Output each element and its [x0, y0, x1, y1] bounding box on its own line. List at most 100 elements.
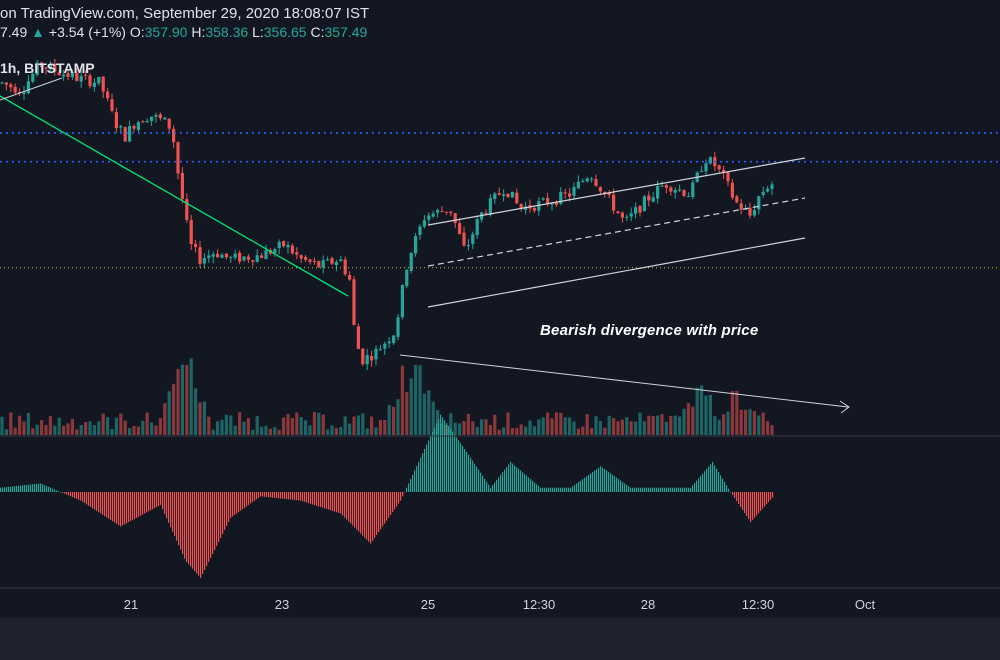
oscillator-bar [370, 492, 372, 544]
candle-body [198, 247, 202, 264]
oscillator-bar [768, 492, 770, 502]
oscillator-bar [50, 487, 52, 492]
volume-bar [255, 416, 259, 435]
candle-body [53, 63, 57, 72]
oscillator-bar [720, 475, 722, 492]
volume-bar [220, 419, 224, 435]
oscillator-bar [638, 487, 640, 492]
candle-body [506, 193, 510, 197]
candle-body [40, 62, 44, 68]
volume-bar [515, 427, 519, 435]
volume-bar [546, 412, 550, 435]
oscillator-bar [408, 483, 410, 492]
oscillator-bar [496, 479, 498, 492]
oscillator-bar [506, 467, 508, 492]
volume-bar [172, 383, 176, 435]
oscillator-bar [96, 492, 98, 511]
oscillator-bar [88, 492, 90, 506]
volume-bar [299, 417, 303, 435]
oscillator-bar [490, 487, 492, 492]
oscillator-bar [420, 457, 422, 492]
oscillator-bar [758, 492, 760, 514]
candle-body [387, 341, 391, 344]
candle-body [202, 258, 206, 264]
volume-bar [638, 412, 642, 435]
candle-body [163, 117, 167, 120]
oscillator-bar [316, 492, 318, 506]
oscillator-bar [314, 492, 316, 506]
oscillator-bar [426, 444, 428, 492]
oscillator-bar [478, 469, 480, 492]
candle-body [563, 192, 567, 194]
oscillator-bar [256, 492, 258, 500]
oscillator-bar [184, 492, 186, 559]
oscillator-bar [472, 460, 474, 492]
oscillator-bar [432, 431, 434, 492]
candle-body [84, 74, 88, 76]
candle-body [594, 179, 598, 186]
volume-bar [634, 421, 638, 435]
candle-body [607, 192, 611, 195]
candle-body [409, 252, 413, 271]
oscillator-bar [510, 461, 512, 492]
candle-body [722, 169, 726, 173]
candle-body [392, 335, 396, 343]
candle-body [647, 195, 651, 201]
ohlc-line: 7.49 ▲ +3.54 (+1%) O:357.90 H:358.36 L:3… [0, 24, 367, 40]
volume-bar [678, 416, 682, 435]
oscillator-bar [604, 469, 606, 492]
oscillator-bar [280, 492, 282, 499]
oscillator-bar [80, 492, 82, 501]
oscillator-bar [560, 487, 562, 492]
volume-bar [26, 412, 30, 435]
oscillator-bar [330, 492, 332, 511]
oscillator-bar [600, 466, 602, 492]
oscillator-bar [708, 466, 710, 492]
oscillator-bar [500, 474, 502, 492]
candle-body [444, 211, 448, 213]
candle-body [282, 241, 286, 247]
oscillator-bar [154, 492, 156, 509]
candle-body [598, 186, 602, 192]
candle-body [229, 257, 233, 259]
oscillator-bar [278, 492, 280, 499]
oscillator-bar [8, 486, 10, 492]
candle-body [334, 262, 338, 266]
oscillator-bar [584, 477, 586, 492]
volume-bar [585, 414, 589, 435]
oscillator-bar [666, 487, 668, 492]
oscillator-bar [40, 483, 42, 492]
candle-body [260, 255, 264, 258]
volume-bar [422, 393, 426, 435]
oscillator-bar [612, 474, 614, 492]
volume-bar [378, 420, 382, 435]
candle-body [255, 255, 259, 262]
up-arrow-icon: ▲ [31, 24, 45, 40]
oscillator-bar [718, 471, 720, 492]
oscillator-bar [412, 474, 414, 492]
candle-body [92, 82, 96, 87]
oscillator-bar [36, 483, 38, 492]
volume-bars [0, 358, 774, 435]
oscillator-bar [378, 492, 380, 533]
volume-bar [686, 403, 690, 435]
oscillator-bar [298, 492, 300, 501]
volume-bar [554, 412, 558, 435]
candle-body [422, 220, 426, 227]
volume-bar [361, 413, 365, 435]
candle-body [700, 171, 704, 173]
candle-body [4, 82, 8, 85]
publisher-line: on TradingView.com, September 29, 2020 1… [0, 5, 369, 22]
candle-body [620, 212, 624, 218]
volume-bar [224, 414, 228, 435]
volume-bar [273, 427, 277, 435]
candle-body [744, 208, 748, 210]
volume-bar [400, 365, 404, 435]
volume-bar [207, 416, 211, 435]
volume-bar [436, 410, 440, 435]
volume-bar [466, 413, 470, 435]
oscillator-bar [220, 492, 222, 538]
oscillator-bar [752, 492, 754, 520]
oscillator-bar [382, 492, 384, 527]
